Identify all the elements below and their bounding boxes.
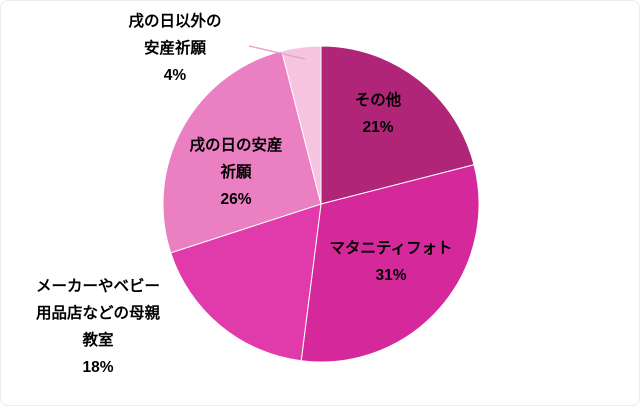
pie-slice-3 — [162, 50, 322, 254]
label-line: 21% — [362, 119, 394, 136]
label-line: 戌の日の安産 — [189, 137, 283, 154]
data-label-other: その他 21% — [330, 87, 426, 141]
data-label-dog-day-prayer: 戌の日の安産 祈願 26% — [166, 132, 306, 213]
label-line: 31% — [375, 267, 407, 284]
data-label-non-dog-day-prayer: 戌の日以外の 安産祈願 4% — [110, 8, 240, 89]
pie-slice-1 — [300, 164, 480, 363]
label-line: 祈願 — [220, 164, 252, 181]
label-line: 18% — [82, 359, 114, 376]
leader-line — [248, 45, 306, 60]
pie-slice-4 — [281, 45, 322, 205]
label-line: 戌の日以外の — [128, 13, 222, 30]
label-line: 26% — [220, 191, 252, 208]
data-label-mother-class: メーカーやベビー 用品店などの母親 教室 18% — [23, 273, 173, 381]
label-line: 用品店などの母親 — [35, 305, 160, 322]
pie-slice-0 — [320, 45, 475, 205]
label-line: その他 — [354, 92, 402, 109]
data-label-maternity-photo: マタニティフォト 31% — [311, 235, 471, 289]
label-line: 4% — [163, 67, 187, 84]
label-line: マタニティフォト — [329, 240, 453, 257]
label-line: 教室 — [82, 332, 114, 349]
label-line: 安産祈願 — [143, 40, 206, 57]
pie-slice-2 — [170, 203, 322, 362]
label-line: メーカーやベビー — [35, 278, 160, 295]
